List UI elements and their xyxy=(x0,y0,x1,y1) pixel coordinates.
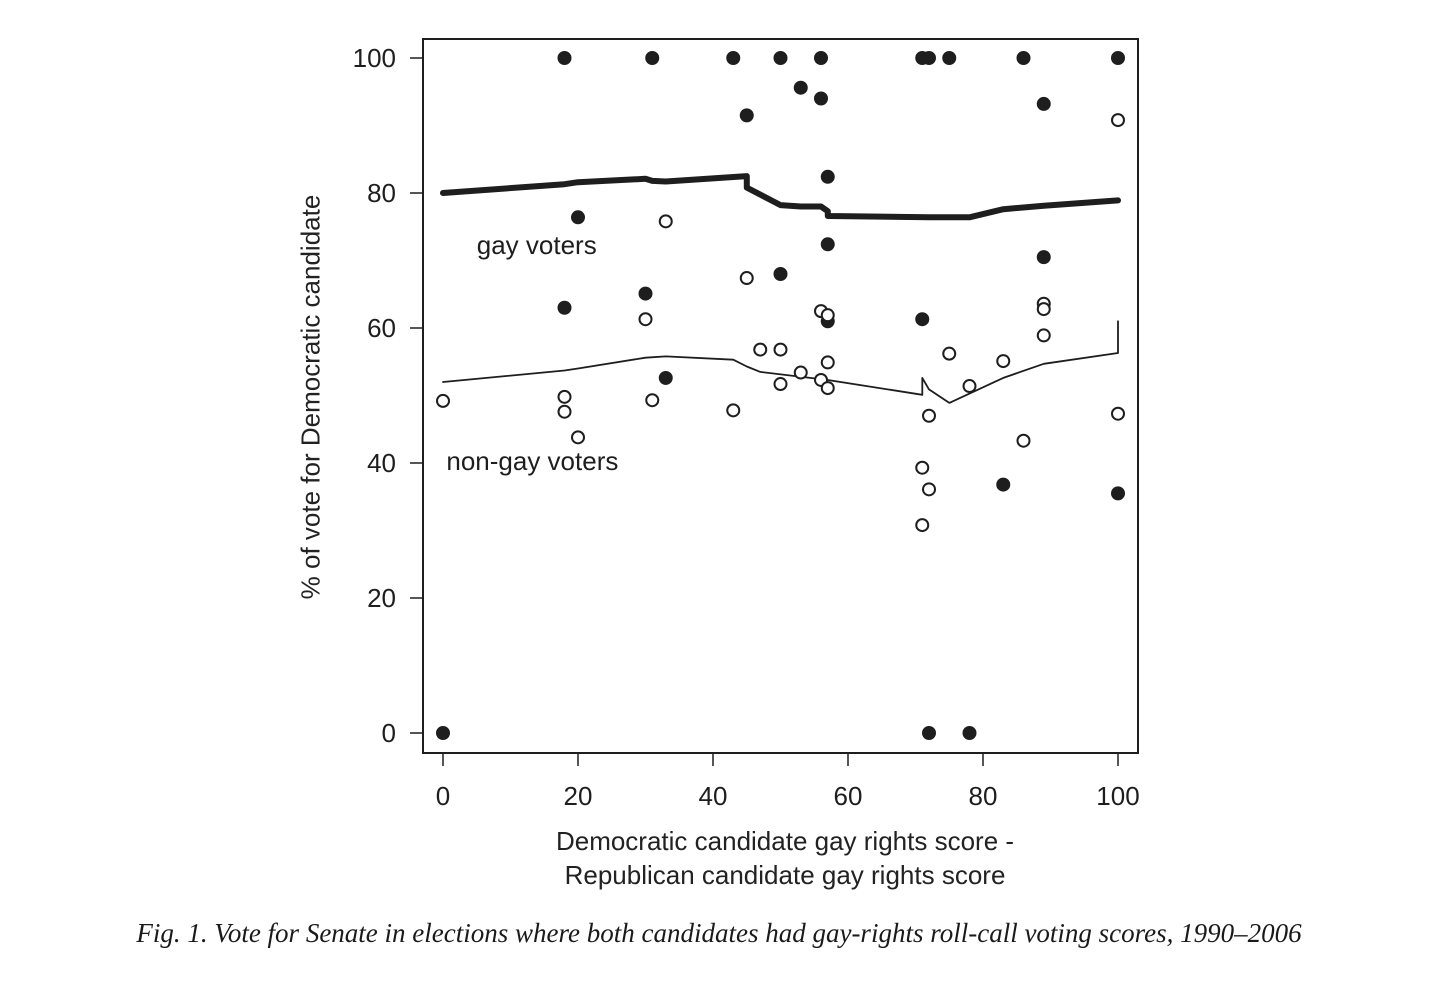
non-gay-voters-point xyxy=(645,393,660,408)
y-tick-label: 100 xyxy=(353,43,396,73)
non-gay-voters-point xyxy=(915,460,930,475)
gay-voters-point xyxy=(820,169,835,184)
annotations: gay voters non-gay voters xyxy=(446,230,618,476)
non-gay-voters-point xyxy=(726,403,741,418)
gay-voters-point xyxy=(436,726,450,740)
non-gay-voters-point xyxy=(922,408,936,423)
non-gay-voters-point xyxy=(1036,302,1051,317)
x-tick-label: 40 xyxy=(699,781,728,811)
x-tick-label: 0 xyxy=(436,781,450,811)
gay-voters-fit-line xyxy=(440,173,1121,221)
non-gay-voters-point xyxy=(658,214,673,229)
non-gay-voters-point xyxy=(1036,328,1051,343)
fit-lines xyxy=(440,173,1121,404)
non-gay-voters-point xyxy=(1016,433,1031,448)
y-axis: 0 20 40 60 80 100 xyxy=(353,43,423,748)
gay-voters-point xyxy=(773,51,788,65)
annotation-label: non-gay voters xyxy=(446,446,618,476)
non-gay-voters-point xyxy=(773,342,788,357)
annotation-label: gay voters xyxy=(477,230,597,260)
non-gay-voters-point xyxy=(922,482,936,497)
y-tick-label: 20 xyxy=(367,583,396,613)
gay-voters-point xyxy=(1036,250,1051,265)
data-points xyxy=(436,51,1125,740)
gay-voters-point xyxy=(814,91,828,106)
non-gay-voters-point xyxy=(820,381,835,396)
non-gay-voters-point xyxy=(915,518,930,533)
non-gay-voters-point xyxy=(820,308,835,323)
gay-voters-point xyxy=(1111,486,1125,501)
gay-voters-point xyxy=(922,51,936,65)
gay-voters-point xyxy=(1111,51,1125,65)
non-gay-voters-point xyxy=(557,389,572,404)
non-gay-voters-point xyxy=(962,379,977,394)
y-tick-label: 80 xyxy=(367,178,396,208)
non-gay-voters-point xyxy=(557,404,572,419)
non-gay-voters-point xyxy=(739,271,754,286)
x-tick-label: 80 xyxy=(969,781,998,811)
non-gay-voters-point xyxy=(996,354,1011,369)
y-tick-label: 40 xyxy=(367,448,396,478)
non-gay-voters-point xyxy=(1111,406,1125,421)
y-tick-label: 0 xyxy=(382,718,396,748)
gay-voters-point xyxy=(557,300,572,315)
non-gay-voters-point xyxy=(638,312,653,327)
non-gay-voters-point xyxy=(436,393,450,408)
x-axis: 0 20 40 60 80 100 xyxy=(436,753,1140,811)
gay-voters-point xyxy=(726,51,741,65)
non-gay-voters-point xyxy=(773,377,788,392)
gay-voters-point xyxy=(942,51,957,65)
non-gay-voters-point xyxy=(571,430,585,445)
gay-voters-point xyxy=(1016,51,1031,65)
gay-voters-point xyxy=(773,267,788,281)
plot-frame xyxy=(422,38,1139,754)
gay-voters-point xyxy=(658,370,673,385)
gay-voters-point xyxy=(739,108,754,123)
figure-caption: Fig. 1. Vote for Senate in elections whe… xyxy=(136,918,1302,948)
gay-voters-point xyxy=(915,312,930,327)
gay-voters-point xyxy=(571,210,585,225)
non-gay-voters-point xyxy=(753,342,768,357)
gay-voters-point xyxy=(820,237,835,252)
gay-voters-point xyxy=(962,726,977,740)
x-tick-label: 60 xyxy=(834,781,863,811)
non-gay-voters-point xyxy=(1111,113,1125,128)
x-axis-label-line-1: Democratic candidate gay rights score - xyxy=(555,826,1015,856)
y-tick-label: 60 xyxy=(367,313,396,343)
y-axis-label: % of vote for Democratic candidate xyxy=(295,194,326,600)
x-tick-label: 20 xyxy=(564,781,593,811)
x-tick-label: 100 xyxy=(1096,781,1139,811)
non-gay-voters-point xyxy=(942,346,957,361)
gay-voters-point xyxy=(1036,96,1051,111)
gay-voters-point xyxy=(793,80,808,95)
gay-voters-point xyxy=(557,51,572,65)
x-axis-label-line-2: Republican candidate gay rights score xyxy=(564,860,1006,890)
non-gay-voters-point xyxy=(820,355,835,370)
gay-voters-point xyxy=(638,286,653,301)
gay-voters-point xyxy=(645,51,660,65)
gay-voters-point xyxy=(814,51,828,65)
gay-voters-point xyxy=(996,477,1011,492)
non-gay-voters-point xyxy=(793,365,808,380)
gay-voters-point xyxy=(922,726,936,740)
